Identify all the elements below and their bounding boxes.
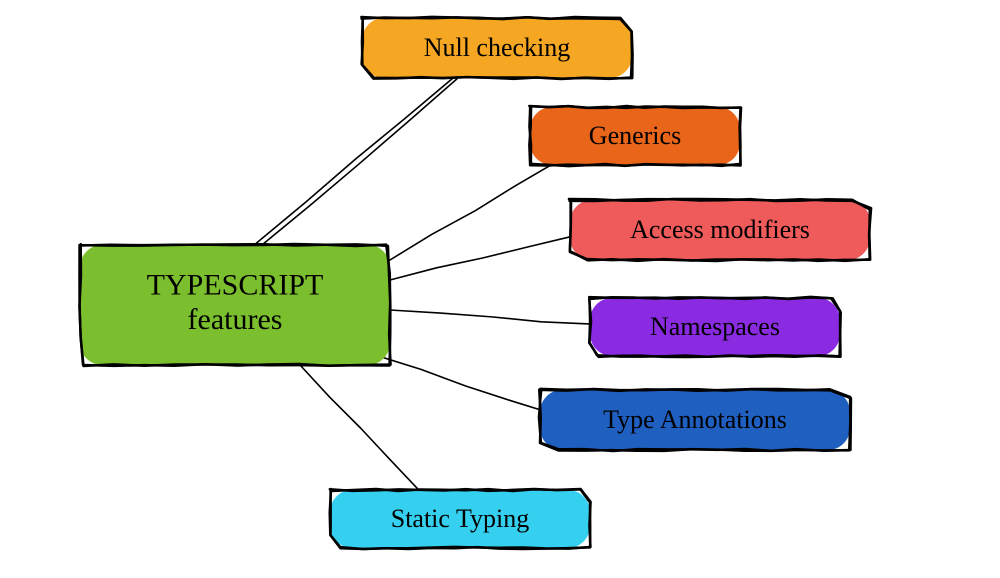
mindmap-diagram: TYPESCRIPTfeatures Null checking Generics A… [0,0,1000,578]
feature-node-null-checking: Null checking [361,17,632,79]
feature-node-label: Static Typing [391,504,530,533]
feature-node-label: Generics [589,121,681,150]
feature-node-static-typing: Static Typing [330,489,591,549]
central-node-label: TYPESCRIPT [147,269,324,302]
central-node: TYPESCRIPTfeatures [79,244,390,366]
feature-node-type-annotations: Type Annotations [539,389,851,451]
central-node-label: features [188,303,283,336]
feature-node-label: Access modifiers [630,215,810,244]
feature-node-label: Type Annotations [603,405,787,434]
feature-node-label: Namespaces [650,312,780,341]
feature-node-generics: Generics [529,106,741,166]
feature-node-access-modifiers: Access modifiers [569,199,871,261]
feature-node-label: Null checking [424,33,571,62]
feature-node-namespaces: Namespaces [589,297,841,357]
